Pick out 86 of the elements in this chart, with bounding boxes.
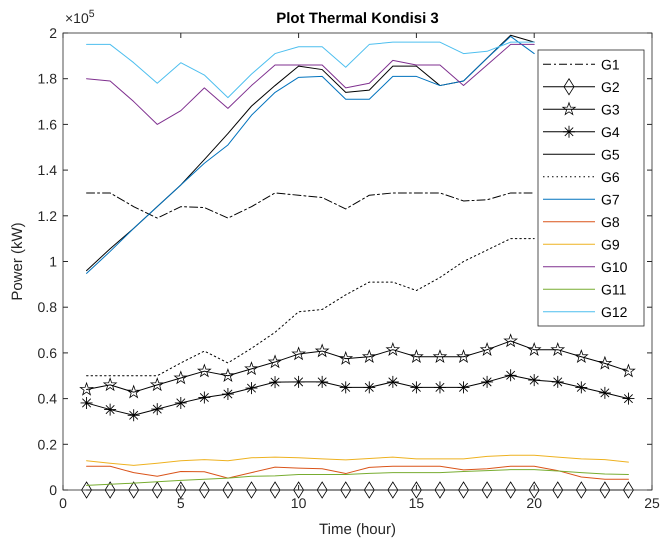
y-tick-label: 1.2 [38, 208, 58, 224]
point [127, 385, 140, 398]
point [174, 371, 188, 384]
point [244, 362, 258, 375]
x-tick-label: 10 [290, 495, 307, 511]
legend-label: G3 [601, 101, 620, 118]
point [433, 350, 447, 362]
point [480, 375, 494, 388]
point [245, 382, 258, 395]
point [104, 378, 117, 391]
legend-label: G2 [601, 78, 620, 95]
point [221, 388, 234, 400]
point [198, 364, 211, 377]
x-tick-label: 0 [59, 495, 68, 511]
point [268, 355, 282, 368]
y-tick-label: 1.4 [38, 162, 58, 178]
point [127, 408, 140, 422]
y-tick-label: 0.6 [38, 344, 58, 361]
point [80, 382, 94, 396]
legend-label: G6 [601, 168, 620, 185]
point [574, 380, 588, 394]
point [622, 364, 636, 377]
point [456, 350, 470, 362]
point [174, 396, 188, 410]
point [528, 342, 541, 356]
legend-label: G11 [601, 281, 627, 298]
point [104, 403, 117, 416]
line-series [86, 44, 535, 125]
y-tick-label: 0.8 [38, 299, 58, 316]
point [622, 392, 635, 406]
point [528, 374, 541, 387]
point [292, 375, 306, 388]
point [362, 350, 376, 362]
point [150, 402, 164, 416]
point [386, 342, 400, 356]
x-tick-label: 5 [176, 495, 185, 511]
point [457, 380, 470, 394]
y-tick-label: 0.2 [38, 436, 58, 452]
x-tick-label: 20 [526, 495, 542, 511]
legend-label: G10 [601, 258, 628, 275]
point [316, 375, 329, 388]
line-series [86, 466, 629, 480]
point [410, 350, 423, 362]
point [292, 347, 306, 360]
legend-label: G12 [601, 304, 628, 320]
x-tick-label: 25 [644, 495, 660, 511]
x-tick-label: 15 [408, 495, 424, 511]
point [434, 380, 446, 394]
point [410, 380, 423, 394]
y-tick-label: 0.4 [38, 390, 58, 407]
line-series [86, 192, 535, 219]
chart-title: Plot Thermal Kondisi 3 [276, 10, 439, 27]
point [504, 334, 518, 347]
legend-label: G8 [601, 214, 620, 230]
point [598, 386, 612, 400]
point [316, 344, 329, 357]
point [339, 380, 352, 394]
point [598, 356, 612, 370]
line-series [86, 42, 535, 98]
point [221, 368, 234, 382]
line-series [86, 454, 629, 466]
point [362, 380, 376, 394]
point [80, 396, 94, 410]
point [268, 376, 282, 389]
text: ×10$^{5}$ [65, 8, 95, 26]
point [551, 342, 564, 356]
point [574, 350, 588, 362]
y-tick-label: 2 [49, 25, 58, 41]
point [339, 352, 352, 364]
y-tick-label: 0 [49, 482, 58, 498]
y-tick-label: 1.8 [38, 70, 58, 87]
point [504, 368, 518, 382]
point [198, 391, 211, 404]
point [150, 378, 164, 391]
legend-label: G1 [601, 56, 620, 72]
legend-label: G9 [601, 236, 620, 252]
y-axis-title: Power (kW) [9, 222, 26, 301]
y-tick-label: 1 [49, 254, 58, 270]
x-axis-title: Time (hour) [319, 521, 396, 538]
point [386, 375, 400, 388]
legend-label: G7 [601, 191, 620, 208]
legend-label: G5 [601, 146, 620, 162]
legend-label: G4 [601, 124, 620, 140]
y-tick-label: 1.6 [38, 116, 58, 132]
point [551, 375, 564, 388]
point [480, 342, 494, 356]
